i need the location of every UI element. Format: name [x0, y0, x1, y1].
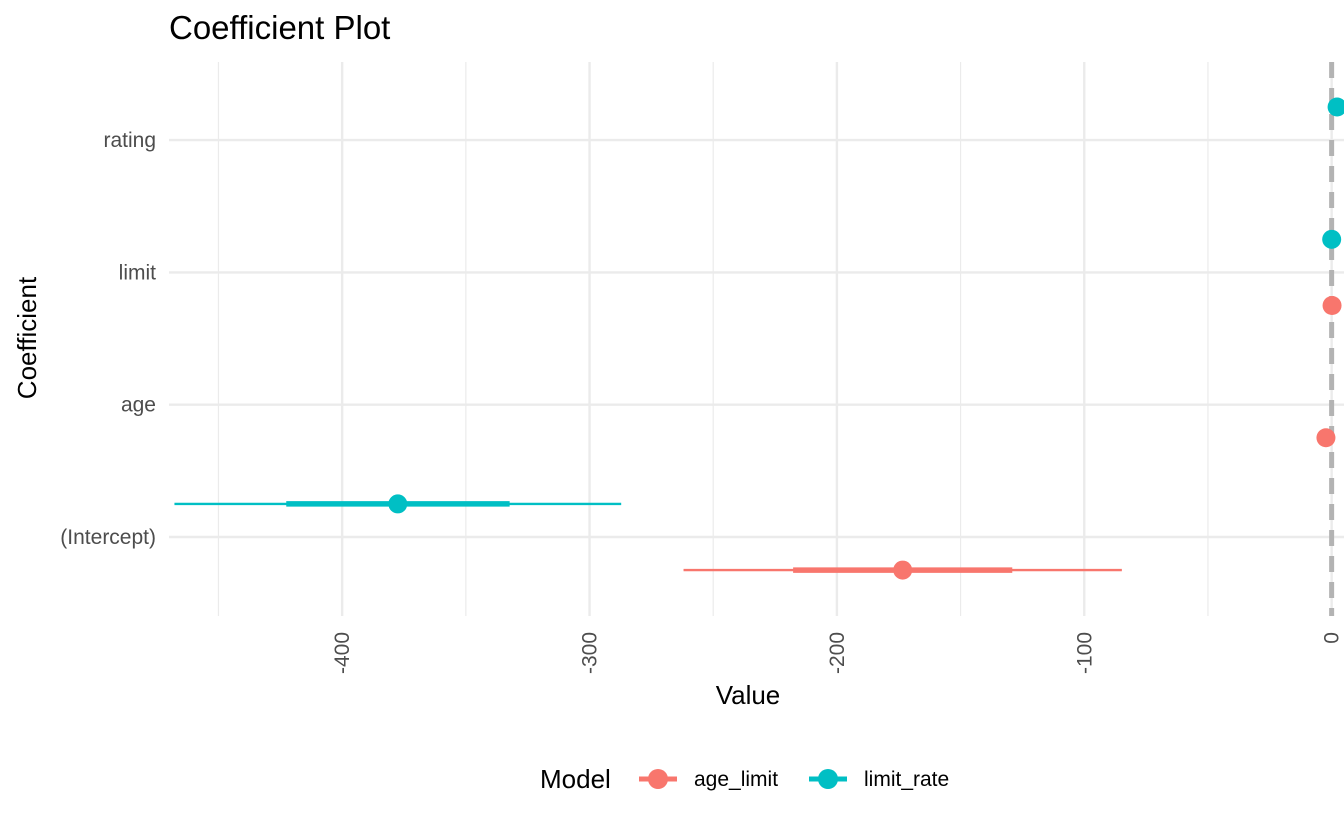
legend-label-limit-rate: limit_rate	[864, 768, 949, 791]
point-age-limit	[1322, 295, 1342, 315]
point-limit-rate	[388, 494, 408, 514]
x-tick-label: 0	[1321, 632, 1344, 644]
x-tick-label: -100	[1073, 632, 1096, 674]
y-axis-tick-labels: (Intercept) age limit rating	[60, 129, 156, 549]
point-age-limit	[893, 560, 913, 580]
legend-key-point-age-limit	[648, 769, 668, 789]
x-axis-tick-labels: -400 -300 -200 -100 0	[331, 632, 1343, 674]
grid-major	[169, 62, 1344, 616]
legend-item-limit-rate: limit_rate	[809, 768, 949, 791]
y-tick-label: age	[121, 394, 156, 417]
legend: Model age_limit limit_rate	[540, 764, 949, 794]
legend-key-point-limit-rate	[818, 769, 838, 789]
legend-item-age-limit: age_limit	[639, 768, 778, 791]
legend-label-age-limit: age_limit	[694, 768, 778, 791]
x-tick-label: -400	[331, 632, 354, 674]
y-axis-title: Coefficient	[12, 276, 42, 399]
x-tick-label: -300	[579, 632, 602, 674]
point-limit-rate	[1322, 229, 1342, 249]
series-marks	[174, 97, 1344, 580]
legend-title: Model	[540, 764, 611, 794]
x-tick-label: -200	[826, 632, 849, 674]
chart-title: Coefficient Plot	[169, 9, 391, 46]
point-limit-rate	[1327, 97, 1344, 117]
y-tick-label: rating	[103, 129, 156, 152]
grid-minor	[217, 62, 1209, 616]
y-tick-label: limit	[119, 261, 156, 284]
x-axis-title: Value	[716, 680, 781, 710]
point-age-limit	[1316, 428, 1336, 448]
y-tick-label: (Intercept)	[60, 526, 156, 549]
